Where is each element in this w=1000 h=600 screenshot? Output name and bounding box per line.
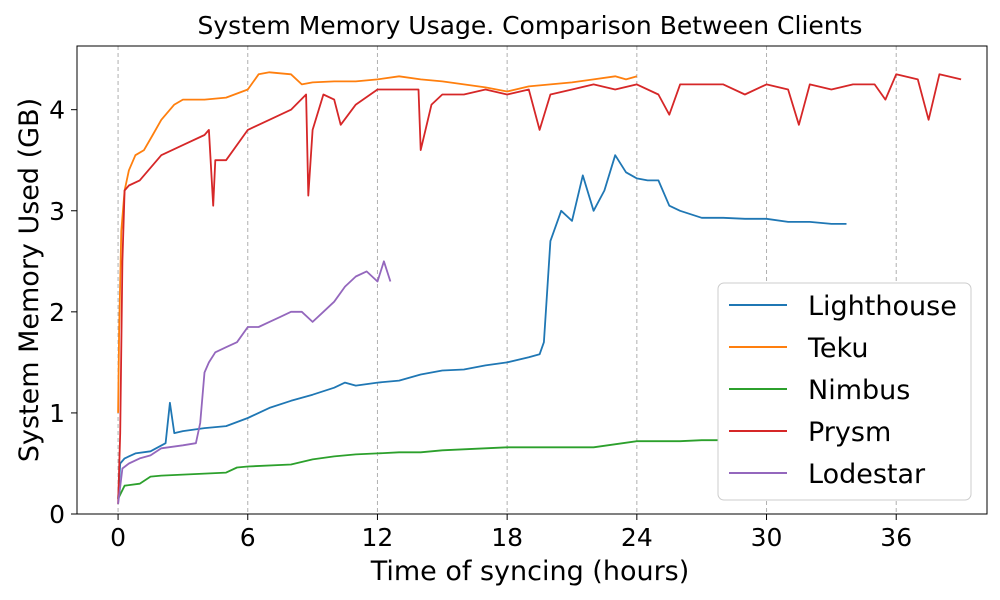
y-axis-label: System Memory Used (GB) bbox=[14, 98, 45, 462]
y-axis-ticks: 0 1 2 3 4 bbox=[49, 96, 77, 529]
legend-label-prysm: Prysm bbox=[808, 417, 891, 448]
x-axis-label: Time of syncing (hours) bbox=[370, 556, 690, 587]
x-tick-label: 36 bbox=[880, 523, 912, 552]
series-lines bbox=[117, 71, 962, 505]
plot-frame bbox=[76, 45, 988, 515]
x-tick-label: 12 bbox=[362, 523, 394, 552]
x-tick-label: 30 bbox=[751, 523, 783, 552]
y-tick-label: 4 bbox=[49, 96, 65, 125]
x-axis-ticks: 0 6 12 18 24 30 36 bbox=[110, 514, 912, 552]
y-tick-label: 2 bbox=[49, 298, 65, 327]
x-tick-label: 6 bbox=[240, 523, 256, 552]
y-tick-label: 3 bbox=[49, 197, 65, 226]
series-line-prysm bbox=[117, 73, 962, 504]
series-line-lighthouse bbox=[117, 154, 847, 499]
y-tick-label: 0 bbox=[49, 500, 65, 529]
series-line-lodestar bbox=[117, 260, 392, 505]
grid-lines bbox=[117, 46, 897, 514]
legend-label-lodestar: Lodestar bbox=[808, 459, 926, 490]
legend: Lighthouse Teku Nimbus Prysm Lodestar bbox=[717, 282, 972, 501]
series-line-teku bbox=[117, 71, 638, 413]
chart-title: System Memory Usage. Comparison Between … bbox=[198, 11, 863, 40]
legend-label-teku: Teku bbox=[807, 333, 868, 364]
legend-box bbox=[717, 282, 972, 501]
y-tick-label: 1 bbox=[49, 399, 65, 428]
x-tick-label: 0 bbox=[110, 523, 126, 552]
legend-label-lighthouse: Lighthouse bbox=[808, 291, 957, 322]
legend-label-nimbus: Nimbus bbox=[808, 375, 910, 406]
x-tick-label: 24 bbox=[621, 523, 653, 552]
x-tick-label: 18 bbox=[491, 523, 523, 552]
